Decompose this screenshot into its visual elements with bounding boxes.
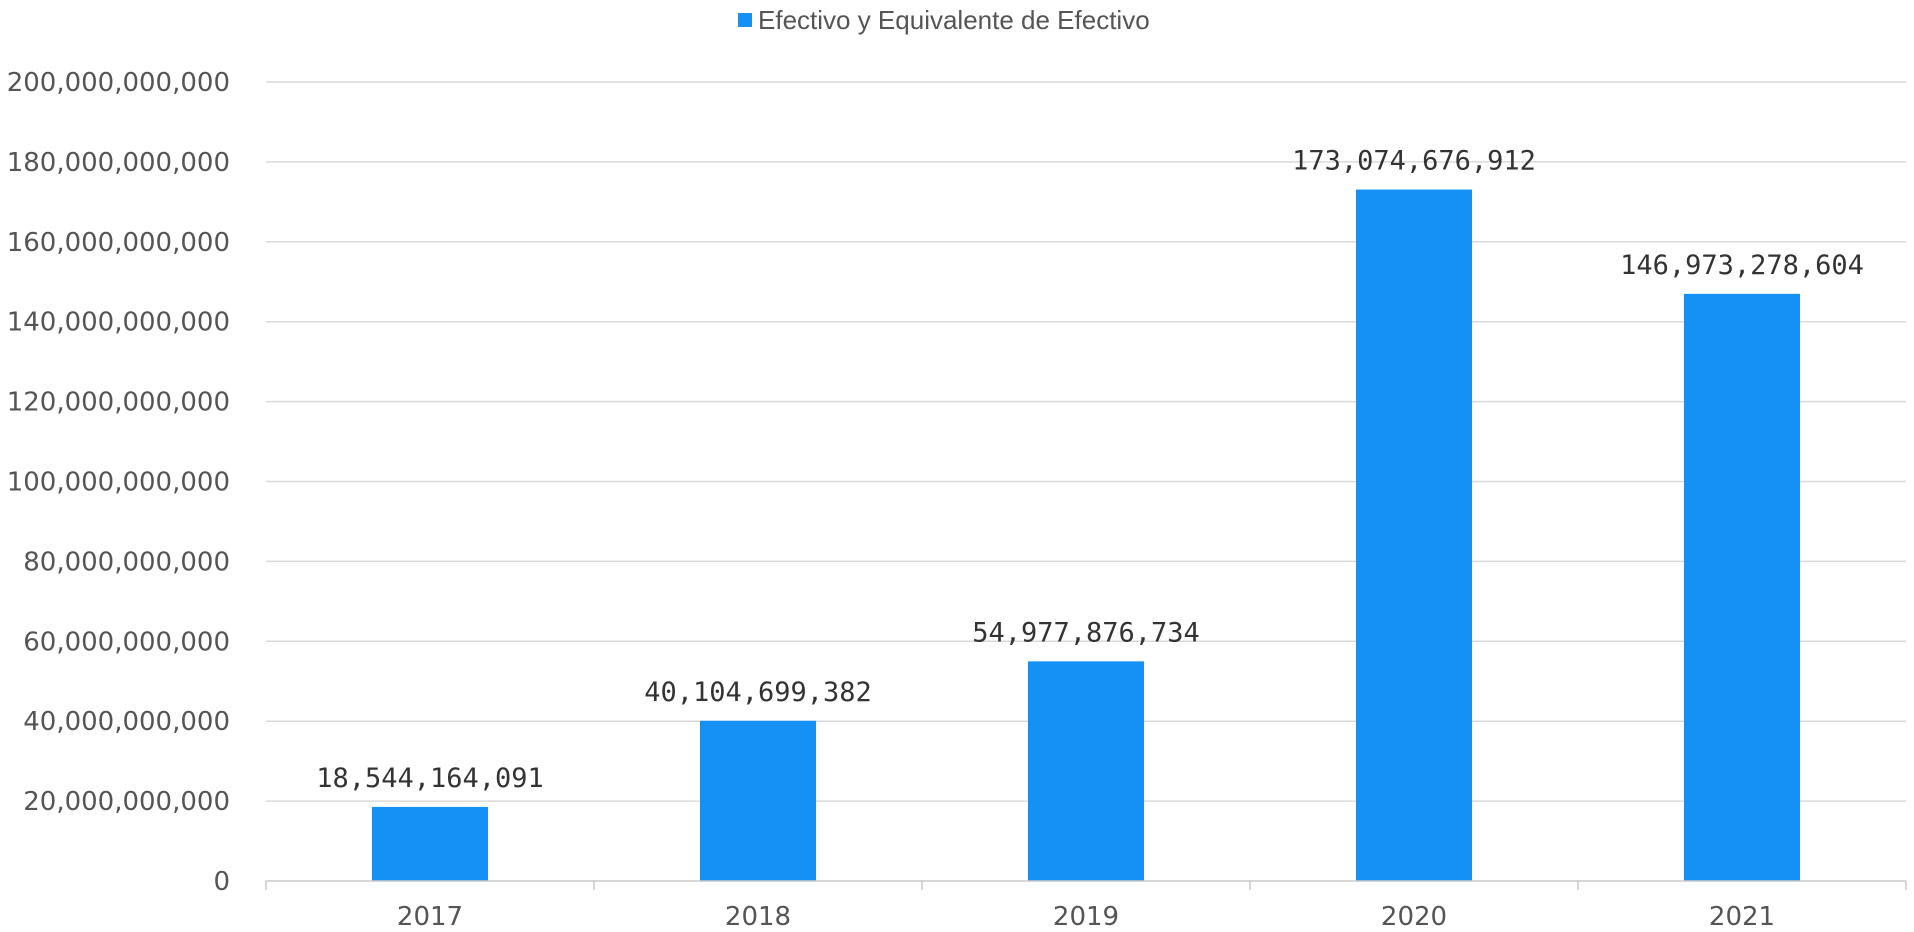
- data-label: 18,544,164,091: [316, 763, 544, 794]
- y-axis-ticks: 0 20,000,000,000 40,000,000,000 60,000,000,…: [7, 68, 230, 897]
- y-tick-label: 140,000,000,000: [7, 308, 230, 338]
- y-tick-label: 60,000,000,000: [23, 627, 230, 657]
- legend-label: Efectivo y Equivalente de Efectivo: [758, 5, 1150, 35]
- legend-swatch: [738, 13, 752, 27]
- bar: [1028, 661, 1144, 881]
- bars: [372, 189, 1800, 882]
- y-tick-label: 40,000,000,000: [23, 707, 230, 737]
- y-tick-label: 80,000,000,000: [23, 547, 230, 577]
- x-tick-label: 2018: [725, 902, 791, 932]
- x-tick-label: 2019: [1053, 902, 1119, 932]
- legend: Efectivo y Equivalente de Efectivo: [738, 5, 1150, 35]
- bar: [1684, 293, 1800, 881]
- data-label: 40,104,699,382: [644, 677, 872, 708]
- y-tick-label: 120,000,000,000: [7, 388, 230, 418]
- y-tick-label: 200,000,000,000: [7, 68, 230, 98]
- bar: [372, 806, 488, 881]
- x-axis: 2017 2018 2019 2020 2021: [265, 880, 1907, 932]
- y-tick-label: 180,000,000,000: [7, 148, 230, 178]
- bar: [1356, 189, 1472, 882]
- data-label: 54,977,876,734: [972, 617, 1200, 648]
- y-tick-label: 20,000,000,000: [23, 787, 230, 817]
- data-label: 146,973,278,604: [1620, 250, 1864, 281]
- y-tick-label: 160,000,000,000: [7, 228, 230, 258]
- x-tick-label: 2020: [1381, 902, 1447, 932]
- y-tick-label: 0: [213, 867, 230, 897]
- x-tick-label: 2021: [1709, 902, 1775, 932]
- data-labels: 18,544,164,091 40,104,699,382 54,977,876,7…: [316, 146, 1864, 794]
- gridlines: [266, 81, 1906, 802]
- x-tick-label: 2017: [397, 902, 463, 932]
- y-tick-label: 100,000,000,000: [7, 468, 230, 498]
- data-label: 173,074,676,912: [1292, 146, 1536, 177]
- bar: [700, 720, 816, 881]
